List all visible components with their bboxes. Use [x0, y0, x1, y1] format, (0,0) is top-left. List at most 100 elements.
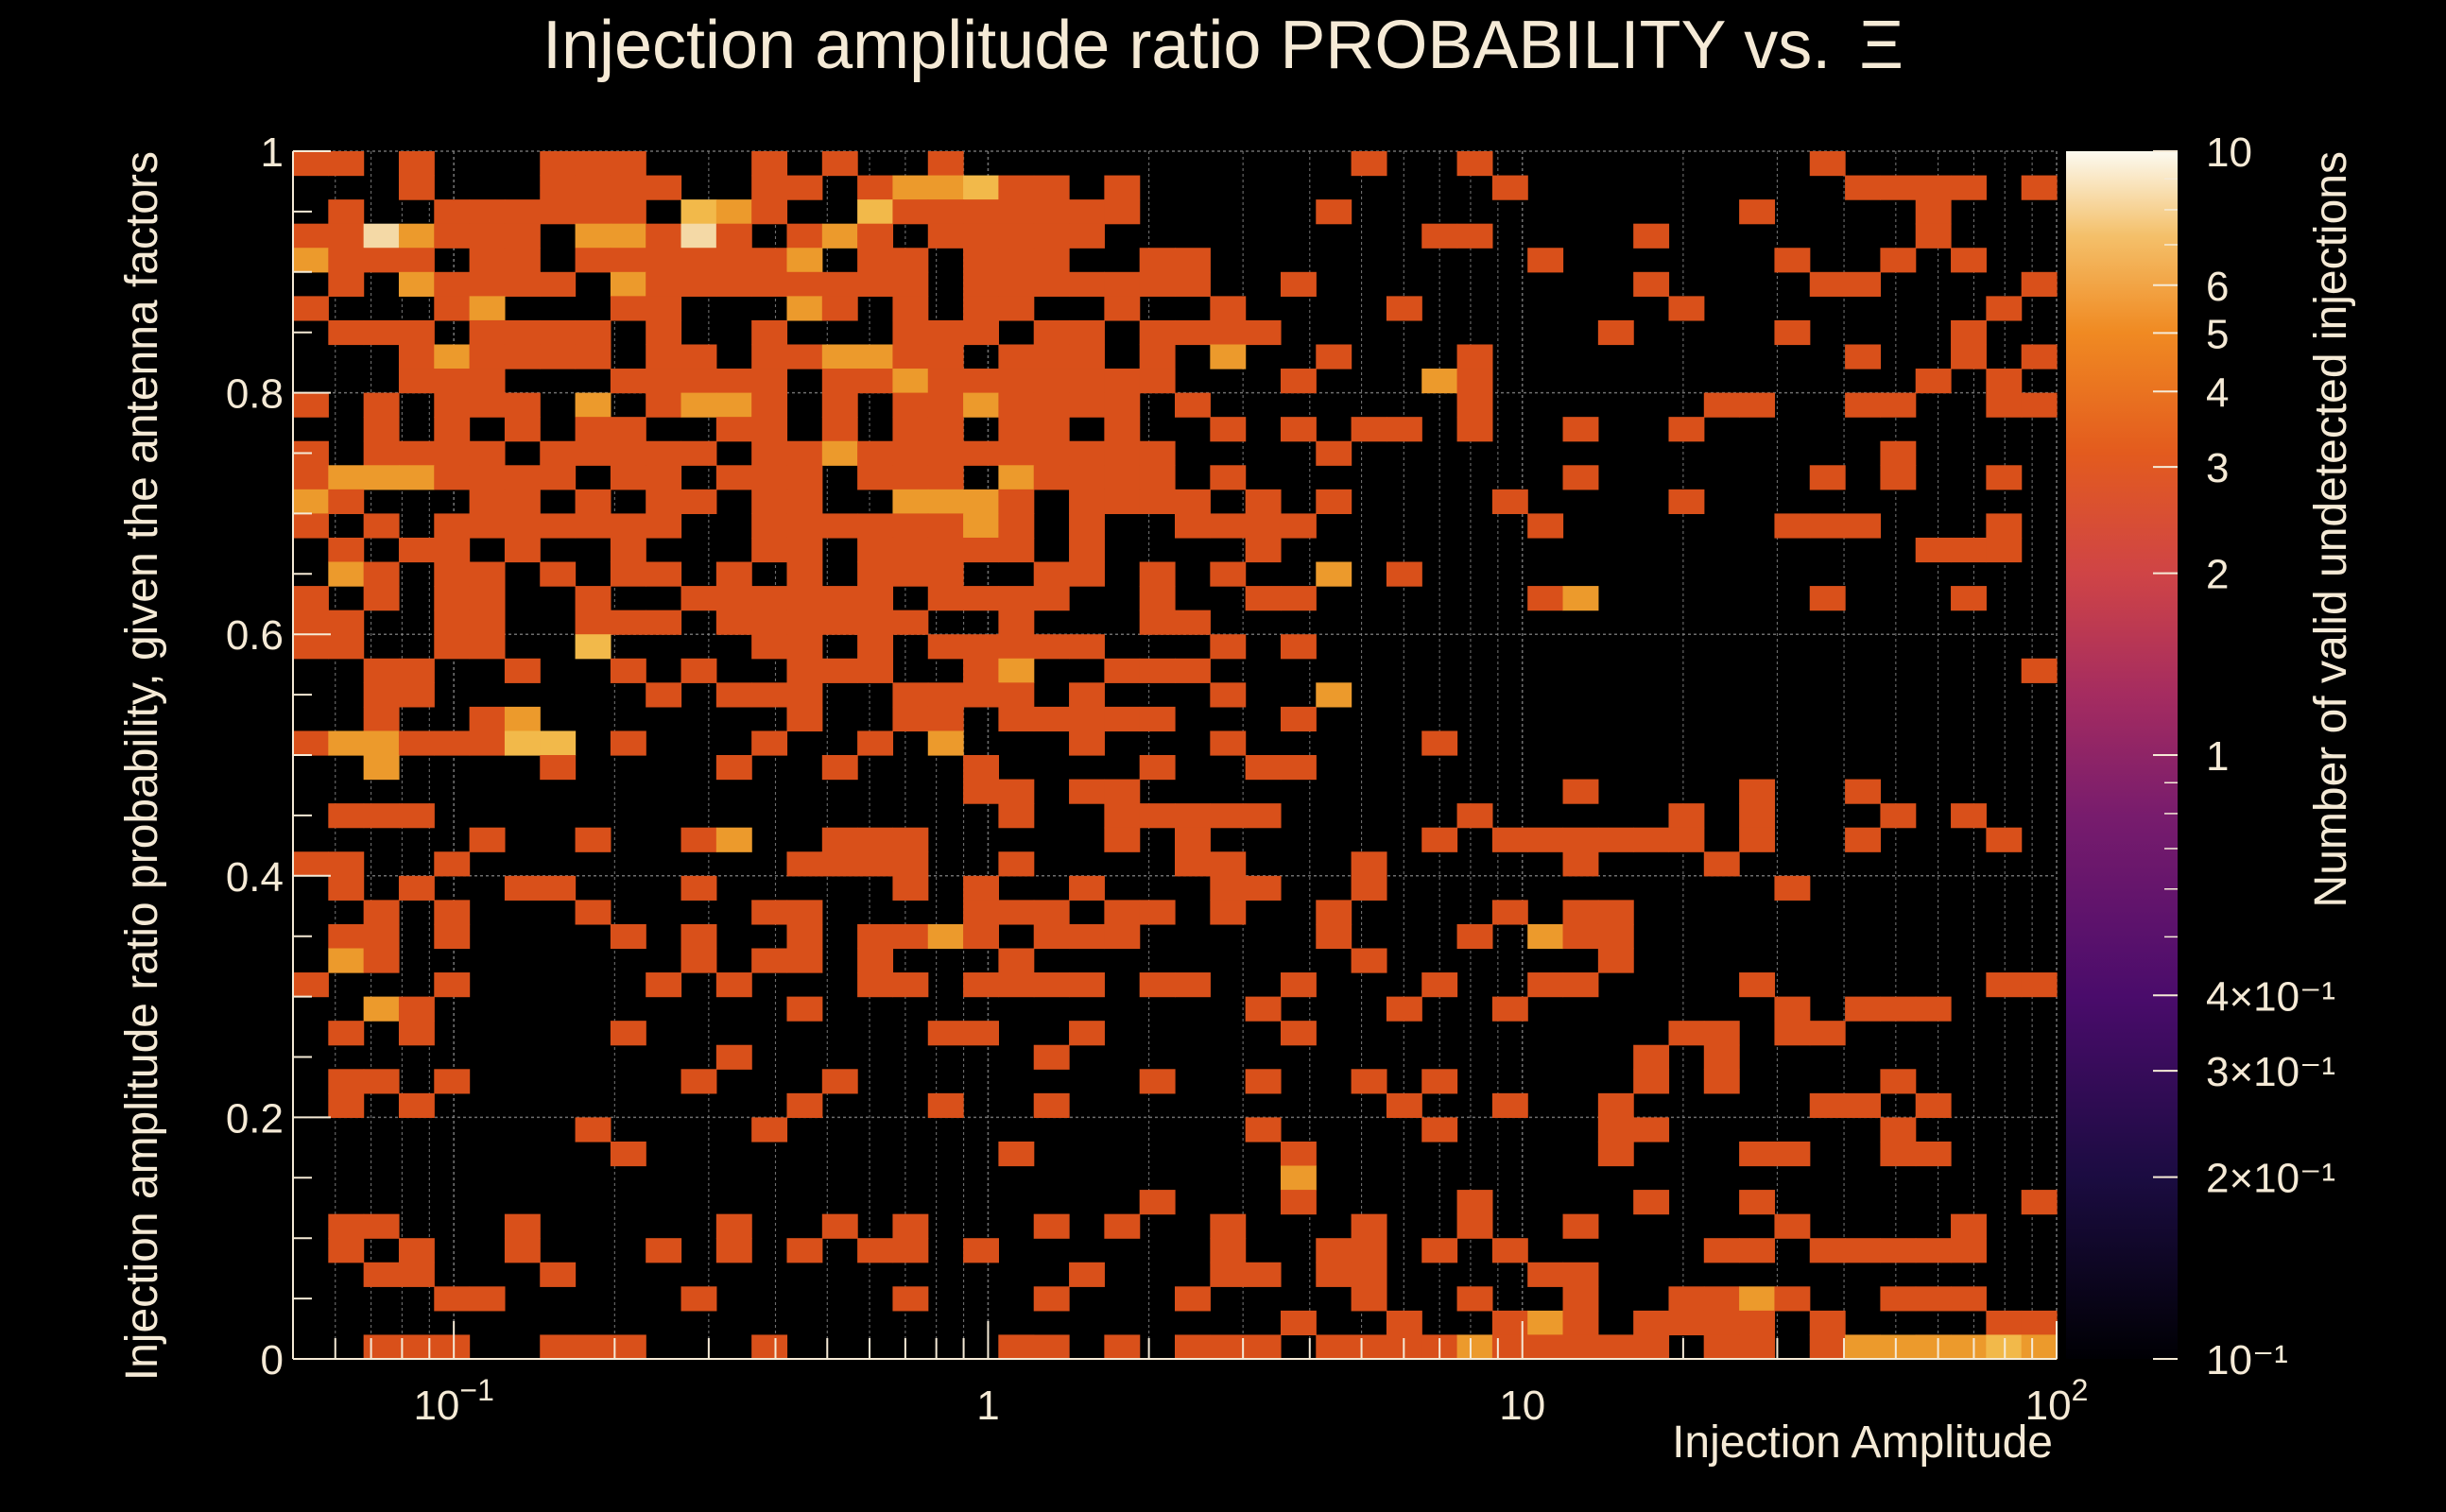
heatmap-cell [1986, 369, 2023, 394]
heatmap-cell [1739, 779, 1776, 804]
heatmap-cell [963, 392, 999, 418]
heatmap-cell [540, 151, 577, 177]
heatmap-cell [680, 923, 717, 950]
heatmap-cell [927, 175, 964, 200]
heatmap-cell [857, 561, 894, 587]
heatmap-cell [786, 996, 823, 1022]
heatmap-cell [469, 440, 506, 466]
heatmap-cell [328, 1092, 365, 1118]
heatmap-cell [786, 682, 823, 708]
heatmap-cell [963, 634, 999, 660]
heatmap-cell [1986, 1310, 2023, 1336]
heatmap-cell [504, 537, 541, 563]
heatmap-cell [751, 730, 788, 756]
heatmap-cell [892, 417, 929, 442]
heatmap-cell [1739, 1141, 1776, 1167]
heatmap-cell [927, 682, 964, 708]
heatmap-cell [1316, 344, 1352, 369]
heatmap-cell [434, 634, 471, 660]
heatmap-cell [1880, 1069, 1917, 1094]
heatmap-cell [363, 948, 400, 973]
heatmap-cell [963, 779, 999, 804]
heatmap-cell [646, 319, 682, 346]
heatmap-cell [927, 392, 964, 418]
heatmap-cell [715, 755, 752, 781]
x-tick-label: 10−1 [413, 1373, 493, 1429]
heatmap-cell [1069, 779, 1105, 804]
heatmap-cell [398, 730, 435, 756]
heatmap-cell [469, 319, 506, 346]
heatmap-cell [1809, 1238, 1846, 1263]
heatmap-cell [715, 248, 752, 273]
heatmap-cell [540, 465, 577, 490]
heatmap-cell [715, 465, 752, 490]
heatmap-cell [1245, 803, 1282, 829]
heatmap-cell [1845, 996, 1881, 1022]
heatmap-cell [1421, 1238, 1458, 1263]
heatmap-cell [434, 900, 471, 925]
heatmap-cell [1280, 972, 1317, 998]
heatmap-cell [610, 417, 646, 442]
heatmap-cell [821, 369, 858, 394]
heatmap-cell [1739, 972, 1776, 998]
heatmap-cell [1633, 1310, 1670, 1336]
heatmap-cell [1562, 972, 1599, 998]
heatmap-cell [469, 344, 506, 369]
heatmap-cell [1210, 561, 1247, 587]
heatmap-cell [1951, 319, 1987, 346]
heatmap-cell [328, 465, 365, 490]
heatmap-cell [363, 248, 400, 273]
heatmap-cell [1527, 586, 1564, 611]
heatmap-cell [1774, 248, 1811, 273]
heatmap-cell [1739, 199, 1776, 225]
heatmap-cell [680, 875, 717, 901]
heatmap-cell [610, 561, 646, 587]
heatmap-cell [927, 465, 964, 490]
heatmap-cell [1033, 392, 1070, 418]
heatmap-cell [398, 271, 435, 297]
heatmap-cell [398, 344, 435, 369]
heatmap-cell [751, 586, 788, 611]
colorbar-tick-label: 1 [2206, 733, 2229, 780]
heatmap-cell [1069, 634, 1105, 660]
heatmap-cell [1597, 1334, 1634, 1360]
heatmap-cell [1033, 465, 1070, 490]
heatmap-cell [469, 706, 506, 732]
heatmap-cell [575, 513, 612, 539]
heatmap-cell [1633, 271, 1670, 297]
heatmap-cell [751, 369, 788, 394]
heatmap-cell [1527, 827, 1564, 852]
heatmap-cell [927, 199, 964, 225]
heatmap-cell [751, 344, 788, 369]
heatmap-cell [1456, 1286, 1493, 1312]
heatmap-cell [1245, 1117, 1282, 1143]
heatmap-cell [1210, 513, 1247, 539]
heatmap-cell [715, 610, 752, 635]
heatmap-cell [1033, 223, 1070, 249]
colorbar-tick-label: 6 [2206, 264, 2229, 310]
heatmap-cell [1210, 803, 1247, 829]
heatmap-cell [293, 296, 329, 321]
heatmap-cell [610, 513, 646, 539]
heatmap-cell [821, 1213, 858, 1239]
heatmap-cell [363, 319, 400, 346]
heatmap-cell [1915, 1092, 1952, 1118]
heatmap-cell [1351, 851, 1387, 877]
heatmap-cell [504, 417, 541, 442]
heatmap-cell [293, 972, 329, 998]
heatmap-cell [963, 440, 999, 466]
heatmap-cell [1033, 248, 1070, 273]
heatmap-cell [434, 972, 471, 998]
heatmap-cell [892, 827, 929, 852]
heatmap-cell [786, 271, 823, 297]
heatmap-cell [1880, 1334, 1917, 1360]
heatmap-cell [469, 248, 506, 273]
heatmap-cell [1915, 175, 1952, 200]
heatmap-cell [1210, 319, 1247, 346]
heatmap-cell [469, 271, 506, 297]
heatmap-cell [1527, 248, 1564, 273]
chart-title-symbol: Ξ [1859, 8, 1903, 83]
heatmap-cell [2021, 1334, 2058, 1360]
heatmap-cell [1175, 271, 1211, 297]
heatmap-cell [434, 271, 471, 297]
